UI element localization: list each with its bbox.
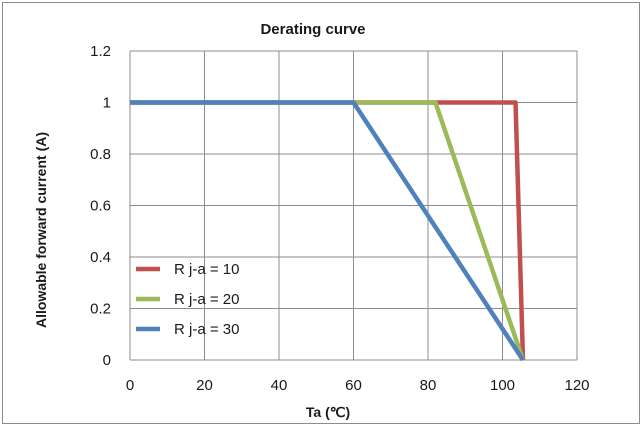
series-lines [130,100,526,362]
chart-title: Derating curve [260,21,365,38]
x-tick-label-4: 80 [420,377,437,394]
x-tick-labels: 0 20 40 60 80 100 120 [126,377,590,394]
legend: R j-a = 10 R j-a = 20 R j-a = 30 [136,261,239,338]
y-tick-label-5: 1 [103,95,111,112]
y-axis-label: Allowable forward current (A) [33,132,49,328]
x-tick-label-1: 20 [196,377,213,394]
x-tick-label-0: 0 [126,377,134,394]
y-tick-label-2: 0.4 [90,249,111,266]
series-line-3 [130,100,525,362]
grid [129,50,578,361]
legend-label-2: R j-a = 20 [174,291,239,308]
y-tick-label-1: 0.2 [90,301,111,318]
y-tick-label-4: 0.8 [90,146,111,163]
x-axis-label: Ta (℃) [306,404,350,420]
y-tick-label-3: 0.6 [90,198,111,215]
y-tick-label-6: 1.2 [90,43,111,60]
y-tick-labels: 0 0.2 0.4 0.6 0.8 1 1.2 [90,43,111,369]
x-tick-label-2: 40 [271,377,288,394]
legend-label-3: R j-a = 30 [174,321,239,338]
x-tick-label-3: 60 [345,377,362,394]
x-tick-label-5: 100 [490,377,515,394]
x-tick-label-6: 120 [564,377,589,394]
chart-frame [2,2,640,424]
legend-label-1: R j-a = 10 [174,261,239,278]
y-tick-label-0: 0 [103,352,111,369]
